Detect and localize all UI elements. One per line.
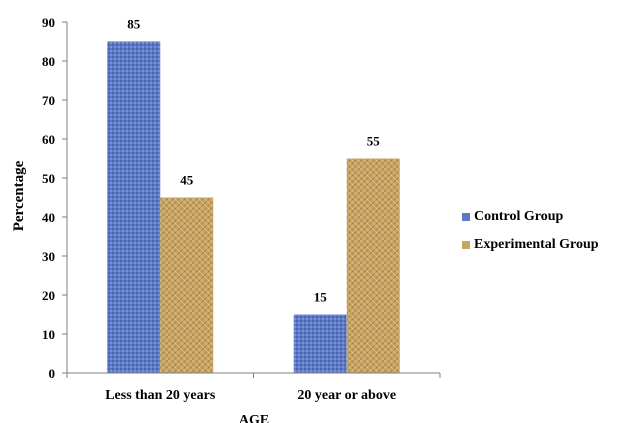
y-tick-label: 30 [42, 249, 55, 264]
legend-item-experimental: Experimental Group [462, 231, 599, 259]
x-tick-label: 20 year or above [297, 388, 396, 403]
bar-experimental-0 [160, 197, 214, 373]
data-label: 85 [127, 17, 141, 32]
y-tick-label: 10 [42, 327, 55, 342]
y-tick-label: 0 [49, 366, 56, 381]
bars [107, 41, 400, 373]
data-label: 45 [180, 173, 194, 188]
x-axis-ticks: Less than 20 years 20 year or above [66, 373, 441, 403]
data-label: 55 [367, 134, 381, 149]
legend-swatch-experimental [462, 241, 470, 249]
y-axis-ticks: 0 10 20 30 40 50 60 70 80 90 [42, 15, 67, 381]
legend-item-control: Control Group [462, 203, 599, 231]
legend-label-control: Control Group [474, 209, 564, 224]
x-axis-label: AGE [239, 413, 269, 423]
y-tick-label: 80 [42, 54, 55, 69]
y-tick-label: 50 [42, 171, 55, 186]
y-tick-label: 60 [42, 132, 55, 147]
bar-experimental-1 [346, 158, 400, 373]
x-tick-label: Less than 20 years [105, 388, 216, 403]
legend: Control Group Experimental Group [462, 203, 599, 259]
legend-label-experimental: Experimental Group [474, 237, 599, 252]
data-labels: 85 45 15 55 [127, 17, 380, 305]
bar-control-1 [293, 314, 347, 373]
y-tick-label: 70 [42, 93, 55, 108]
bar-control-0 [107, 41, 161, 373]
y-tick-label: 90 [42, 15, 55, 30]
y-tick-label: 20 [42, 288, 55, 303]
y-tick-label: 40 [42, 210, 55, 225]
data-label: 15 [314, 290, 328, 305]
y-axis-label: Percentage [11, 160, 27, 231]
legend-swatch-control [462, 213, 470, 221]
